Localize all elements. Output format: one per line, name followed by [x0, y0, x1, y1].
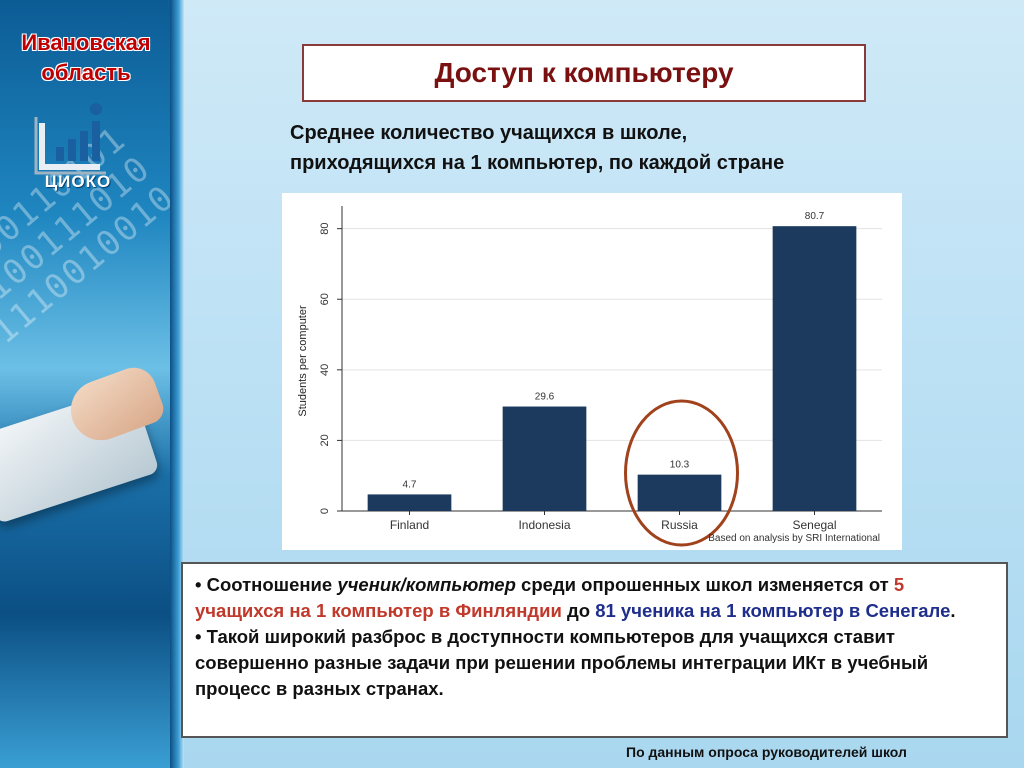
bullet-1-prefix: • Соотношение — [195, 574, 338, 595]
region-name: Ивановская область — [0, 28, 172, 88]
bar-value-label: 80.7 — [805, 211, 825, 222]
x-tick-label: Russia — [661, 518, 698, 532]
logo-text: ЦИОКО — [44, 172, 112, 191]
bar-value-label: 4.7 — [403, 479, 417, 490]
y-tick-label: 40 — [319, 364, 331, 376]
bullet-2: • Такой широкий разброс в доступности ко… — [195, 626, 929, 699]
bullet-1-to: до — [561, 600, 596, 621]
bar-value-label: 10.3 — [670, 460, 690, 471]
bar-chart: 0 20 40 60 80 Students per computer 4.7 Finland… — [297, 206, 882, 547]
bullet-1: • Соотношение ученик/компьютер среди опр… — [195, 572, 994, 624]
subtitle-line-2: приходящихся на 1 компьютер, по каждой с… — [290, 152, 785, 174]
side-decoration-panel: 1000110101 0100111010 1110010010 — [0, 0, 180, 768]
bar-value-label: 29.6 — [535, 392, 555, 403]
slide-title: Доступ к компьютеру — [302, 44, 866, 102]
conclusion-box: • Соотношение ученик/компьютер среди опр… — [181, 562, 1008, 738]
bar-russia — [637, 474, 722, 511]
region-line-2: область — [41, 60, 131, 85]
bar-indonesia — [502, 406, 587, 511]
bullet-1-senegal-highlight: 81 ученика на 1 компьютер в Сенегале — [595, 600, 951, 621]
y-tick-label: 20 — [319, 434, 331, 446]
subtitle-line-1: Среднее количество учащихся в школе, — [290, 122, 688, 144]
chart-panel: 0 20 40 60 80 Students per computer 4.7 Finland… — [282, 193, 902, 550]
source-note: Based on analysis by SRI International — [708, 533, 880, 544]
ciooko-logo-icon — [34, 103, 106, 175]
x-tick-label: Indonesia — [518, 518, 570, 532]
y-tick-label: 60 — [319, 293, 331, 305]
bullet-1-mid: среди опрошенных школ изменяется от — [515, 574, 894, 595]
y-tick-label: 80 — [319, 223, 331, 235]
highlight-circle — [624, 399, 739, 547]
bullet-1-finland-highlight: 5 учащихся на 1 компьютер в Финляндии — [195, 574, 905, 621]
chart-subtitle: Среднее количество учащихся в школе, при… — [290, 118, 930, 178]
region-line-1: Ивановская — [21, 30, 151, 55]
bullet-1-italic: ученик/компьютер — [337, 574, 516, 595]
x-tick-label: Finland — [390, 518, 429, 532]
bar-finland — [367, 494, 452, 511]
y-tick-label: 0 — [319, 508, 331, 514]
source-footnote: По данным опроса руководителей школ — [626, 744, 907, 760]
x-tick-label: Senegal — [792, 518, 836, 532]
y-axis-label: Students per computer — [297, 305, 309, 417]
bar-senegal — [772, 226, 857, 512]
bullet-1-end: . — [950, 600, 956, 621]
side-panel-edge — [170, 0, 184, 768]
